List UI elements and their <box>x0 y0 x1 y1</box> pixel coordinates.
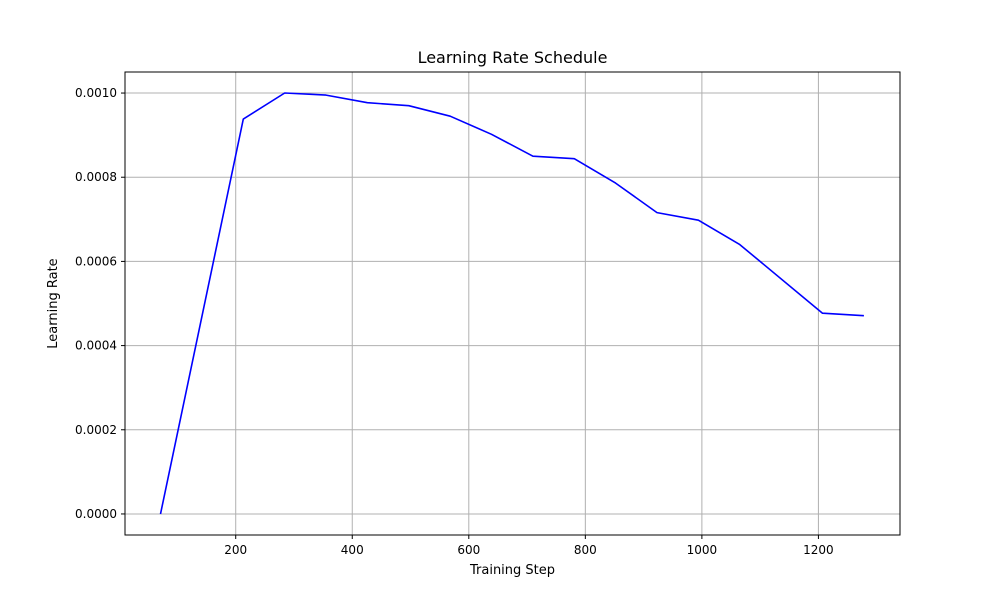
x-tick-label: 800 <box>574 543 597 557</box>
y-axis-label: Learning Rate <box>46 258 61 348</box>
x-tick-label: 1200 <box>803 543 834 557</box>
y-tick-label: 0.0010 <box>75 86 117 100</box>
series-line <box>159 92 864 515</box>
y-tick-label: 0.0008 <box>75 170 117 184</box>
x-tick-label: 200 <box>224 543 247 557</box>
x-axis-label: Training Step <box>469 563 555 578</box>
x-tick-label: 600 <box>457 543 480 557</box>
plot-frame <box>124 71 901 536</box>
y-tick-label: 0.0000 <box>75 507 117 521</box>
x-tick-label: 400 <box>341 543 364 557</box>
chart-title: Learning Rate Schedule <box>418 48 608 67</box>
line-layer <box>159 92 864 515</box>
grid-layer <box>125 72 900 535</box>
x-tick-label: 1000 <box>687 543 718 557</box>
tick-layer: 200 400 600 800 1000 1200 0.0000 0.0002 0.0004 0.… <box>75 86 834 557</box>
y-tick-label: 0.0002 <box>75 423 117 437</box>
y-tick-label: 0.0004 <box>75 339 117 353</box>
y-tick-label: 0.0006 <box>75 254 117 268</box>
